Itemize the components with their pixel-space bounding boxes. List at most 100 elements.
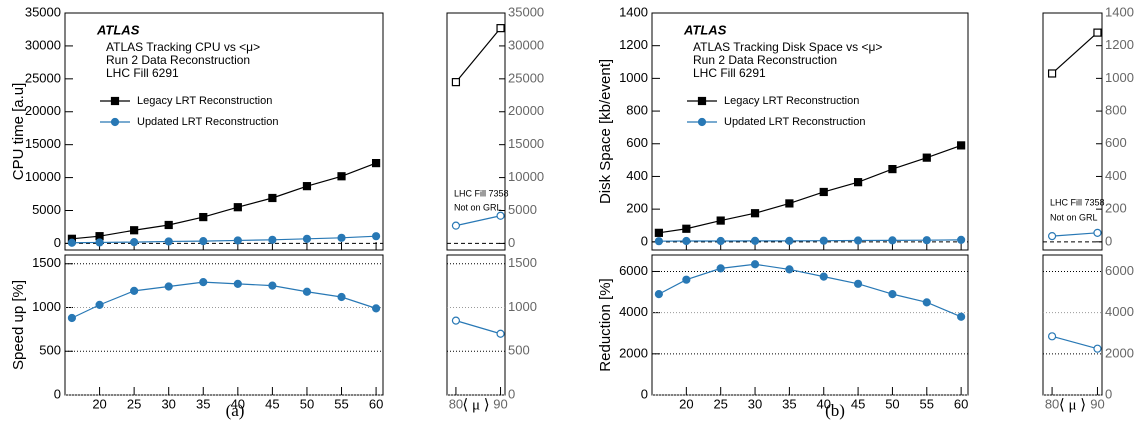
x-tick-label: 90 [1090,396,1104,411]
ratio-point [95,300,104,309]
y-tick-label: 1200 [619,37,648,52]
y-tick-label: 400 [626,168,648,183]
panel-frame [651,254,969,396]
y2-tick-label: 1500 [508,255,537,270]
data-point [1093,28,1102,37]
y2-tick-label: 6000 [1105,263,1134,278]
y2-tick-label: 0 [508,386,515,401]
series-line [455,27,502,83]
ratio-point [750,260,760,269]
data-point [496,211,505,220]
y-tick-label: 600 [626,135,648,150]
y-tick-label: 1000 [619,70,648,85]
data-point [853,236,863,245]
y-tick-label: 15000 [25,136,61,151]
legend-label: Legacy LRT Reconstruction [724,95,859,107]
ratio-point [819,272,828,281]
y2-tick-label: 4000 [1105,304,1134,319]
y-axis-label: Speed up [%] [10,280,27,370]
data-point [268,235,277,244]
data-point [819,236,828,245]
data-point [682,236,691,246]
ratio-point [957,312,966,321]
data-point [95,238,104,247]
y-tick-label: 2000 [619,345,648,360]
legend-label: Legacy LRT Reconstruction [137,95,272,107]
data-point [130,226,139,235]
y2-tick-label: 1000 [1105,70,1134,85]
annotation: ATLAS Tracking CPU vs <μ> [106,40,260,54]
ratio-point [853,279,863,288]
y2-tick-label: 200 [1105,201,1127,216]
ratio-point [654,290,663,299]
y2-tick-label: 800 [1105,103,1127,118]
legend-marker [110,117,120,127]
data-point [750,236,760,245]
data-point [888,236,897,245]
y2-tick-label: 0 [508,235,515,250]
ratio-point [268,281,277,290]
data-point [451,78,461,87]
y-tick-label: 10000 [25,169,61,184]
y2-tick-label: 20000 [508,103,544,118]
ratio-point [302,287,312,296]
ratio-line [455,320,501,335]
data-point [496,24,505,33]
ratio-line [71,281,377,319]
data-point [302,182,312,191]
series-line [1051,32,1098,74]
y2-tick-label: 1400 [1105,4,1134,19]
x-tick-label: 50 [300,396,314,411]
y-tick-label: 200 [626,201,648,216]
data-point [451,221,461,230]
ratio-point [371,304,381,313]
caption: (a) [226,401,245,420]
x-tick-label: 40 [231,396,245,411]
y-tick-label: 1500 [32,255,61,270]
annotation: LHC Fill 6291 [693,66,766,80]
data-point [337,233,346,242]
series-line [71,162,377,240]
panel-frame [446,254,506,396]
data-point [654,228,663,237]
x-tick-label: 20 [92,396,106,411]
data-point [853,178,863,187]
panel-frame [64,12,384,251]
ratio-point [888,290,897,299]
y2-tick-label: 10000 [508,169,544,184]
data-point [164,237,173,246]
panel-frame [651,12,969,251]
legend-marker [697,117,707,127]
x-tick-label: 35 [782,396,796,411]
y-tick-label: 35000 [25,4,61,19]
x-tick-label: 30 [748,396,762,411]
x-tick-label: 25 [127,396,141,411]
legend-label: Updated LRT Reconstruction [724,116,865,128]
y2-tick-label: 1000 [508,299,537,314]
x-tick-label: 45 [265,396,279,411]
y-tick-label: 800 [626,103,648,118]
y-tick-label: 0 [641,233,648,248]
x-axis-label: ⟨ μ ⟩ [1059,397,1086,413]
x-axis-label: ⟨ μ ⟩ [462,397,489,413]
ratio-point [451,316,461,325]
series-line [658,144,962,234]
y-tick-label: 6000 [619,263,648,278]
ratio-point [130,286,139,295]
data-point [716,216,725,225]
data-point [1047,232,1057,241]
experiment-label: ATLAS [96,22,140,37]
y2-tick-label: 400 [1105,168,1127,183]
y-tick-label: 5000 [32,202,61,217]
x-tick-label: 50 [885,396,899,411]
series-line [658,239,962,242]
data-point [785,236,794,245]
ratio-line [1051,335,1098,350]
data-point [1093,228,1102,237]
panel-frame [446,12,506,251]
side-note: LHC Fill 7358 [454,188,509,198]
data-point [957,235,966,244]
x-tick-label: 40 [817,396,831,411]
x-tick-label: 35 [196,396,210,411]
ratio-point [67,313,77,323]
